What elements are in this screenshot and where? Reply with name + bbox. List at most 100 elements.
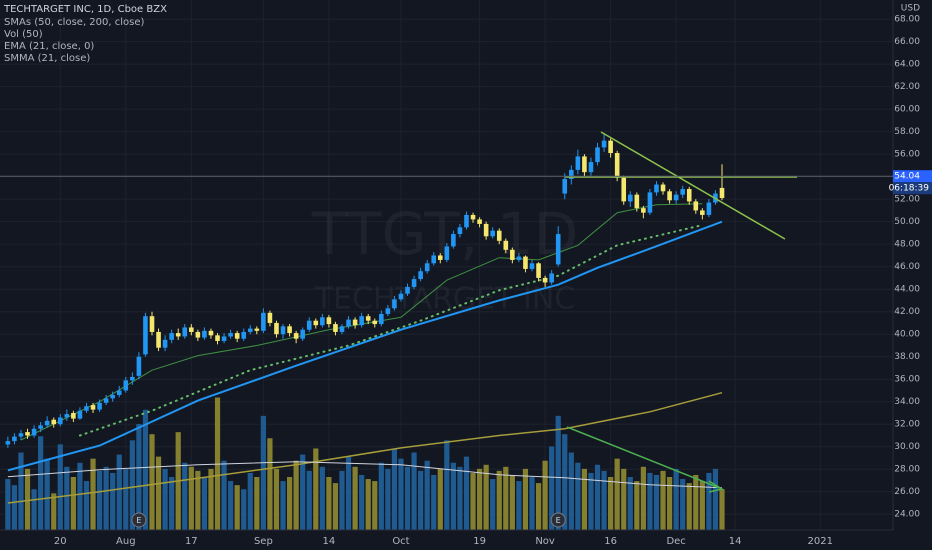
candles — [5, 133, 725, 448]
candle-body — [5, 441, 11, 445]
volume-bar — [44, 458, 50, 530]
y-tick-label: 34.00 — [894, 397, 920, 407]
volume-bar — [568, 452, 574, 530]
volume-bar — [5, 479, 11, 530]
volume-bar — [621, 468, 627, 530]
volume-bar — [169, 477, 175, 530]
candle-body — [451, 234, 456, 247]
volume-bar — [110, 472, 116, 530]
candle-body — [437, 255, 443, 260]
candle-body — [130, 376, 135, 381]
volume-bar — [503, 466, 509, 530]
volume-bar — [634, 481, 640, 530]
candle-body — [300, 329, 305, 339]
volume-bar — [136, 424, 142, 530]
volume-bar — [345, 456, 352, 530]
candle-body — [555, 234, 561, 265]
volume-bar — [588, 472, 594, 530]
legend-title: TECHTARGET INC, 1D, Cboe BZX — [3, 4, 167, 15]
candle-body — [306, 320, 312, 330]
candle-body — [424, 263, 430, 272]
volume-bar — [129, 440, 135, 530]
volume-bar — [70, 477, 76, 530]
currency: USD — [901, 4, 920, 14]
volume-bar — [608, 477, 614, 530]
volume-bar — [90, 458, 96, 530]
volume-bar — [365, 479, 371, 530]
last-price-label: 54.04 — [894, 172, 920, 182]
volume-bar — [555, 415, 561, 530]
grid — [0, 0, 893, 530]
countdown-badge — [893, 182, 932, 195]
legend: TECHTARGET INC, 1D, Cboe BZX SMAs (50, c… — [3, 4, 167, 64]
candle-body — [444, 246, 450, 260]
volume-bar — [418, 470, 424, 530]
candle-body — [234, 333, 240, 339]
volume-bar — [444, 440, 450, 530]
candle-body — [320, 317, 325, 326]
volume-bar — [437, 468, 443, 530]
drawings — [565, 131, 797, 493]
candle-body — [536, 263, 541, 278]
candle-body — [12, 436, 17, 442]
y-tick-label: 46.00 — [894, 262, 920, 272]
indicator-line — [7, 461, 723, 489]
candle-body — [660, 184, 666, 192]
candle-body — [516, 256, 522, 260]
y-tick-label: 64.00 — [894, 60, 920, 70]
x-tick-label: 17 — [185, 536, 198, 547]
volume-bar — [719, 489, 725, 530]
y-tick-label: 62.00 — [894, 82, 920, 92]
event-marker — [131, 512, 147, 528]
volume-bar — [522, 468, 529, 530]
candle-body — [280, 326, 286, 335]
volume-bar — [306, 470, 312, 530]
x-tick-label: 19 — [473, 536, 486, 547]
y-tick-label: 28.00 — [894, 465, 920, 475]
candle-body — [647, 192, 653, 213]
event-label: E — [136, 516, 141, 525]
candle-body — [71, 412, 76, 419]
volume-bar — [706, 472, 712, 530]
candle-body — [90, 405, 96, 410]
candle-body — [392, 299, 397, 309]
volume-bar — [319, 466, 325, 530]
candle-body — [215, 335, 220, 341]
volume-bar — [666, 477, 673, 530]
volume-bar — [77, 462, 83, 530]
candle-body — [693, 201, 699, 211]
volume-bar — [457, 466, 463, 530]
candle-body — [621, 177, 627, 202]
volume-bar — [535, 483, 542, 530]
y-tick-label: 36.00 — [894, 375, 920, 385]
volume-bar — [103, 466, 109, 530]
candle-body — [418, 271, 423, 280]
y-tick-label: 56.00 — [894, 150, 920, 160]
candle-body — [202, 330, 207, 338]
volume-bar — [280, 481, 286, 530]
candle-body — [175, 333, 181, 337]
candle-body — [57, 417, 63, 425]
volume-bar — [411, 452, 417, 530]
candle-body — [346, 319, 351, 327]
candle-body — [123, 380, 129, 391]
volume-bar — [372, 481, 378, 530]
y-tick-label: 44.00 — [894, 285, 920, 295]
volume-bar — [64, 466, 70, 530]
volume-bar — [149, 434, 155, 530]
candle-body — [529, 263, 535, 269]
candle-body — [313, 320, 319, 326]
y-tick-label: 66.00 — [894, 37, 920, 47]
candle-body — [496, 230, 502, 241]
y-tick-label: 50.00 — [894, 217, 920, 227]
candle-body — [680, 189, 685, 195]
candle-body — [339, 326, 345, 332]
volume-bar — [332, 483, 339, 530]
candle-body — [601, 140, 607, 148]
volume-bar — [490, 479, 496, 530]
volume-bar — [398, 458, 404, 530]
event-marker — [550, 512, 566, 528]
x-tick-label: 14 — [729, 536, 742, 547]
volume-bar — [542, 460, 548, 530]
